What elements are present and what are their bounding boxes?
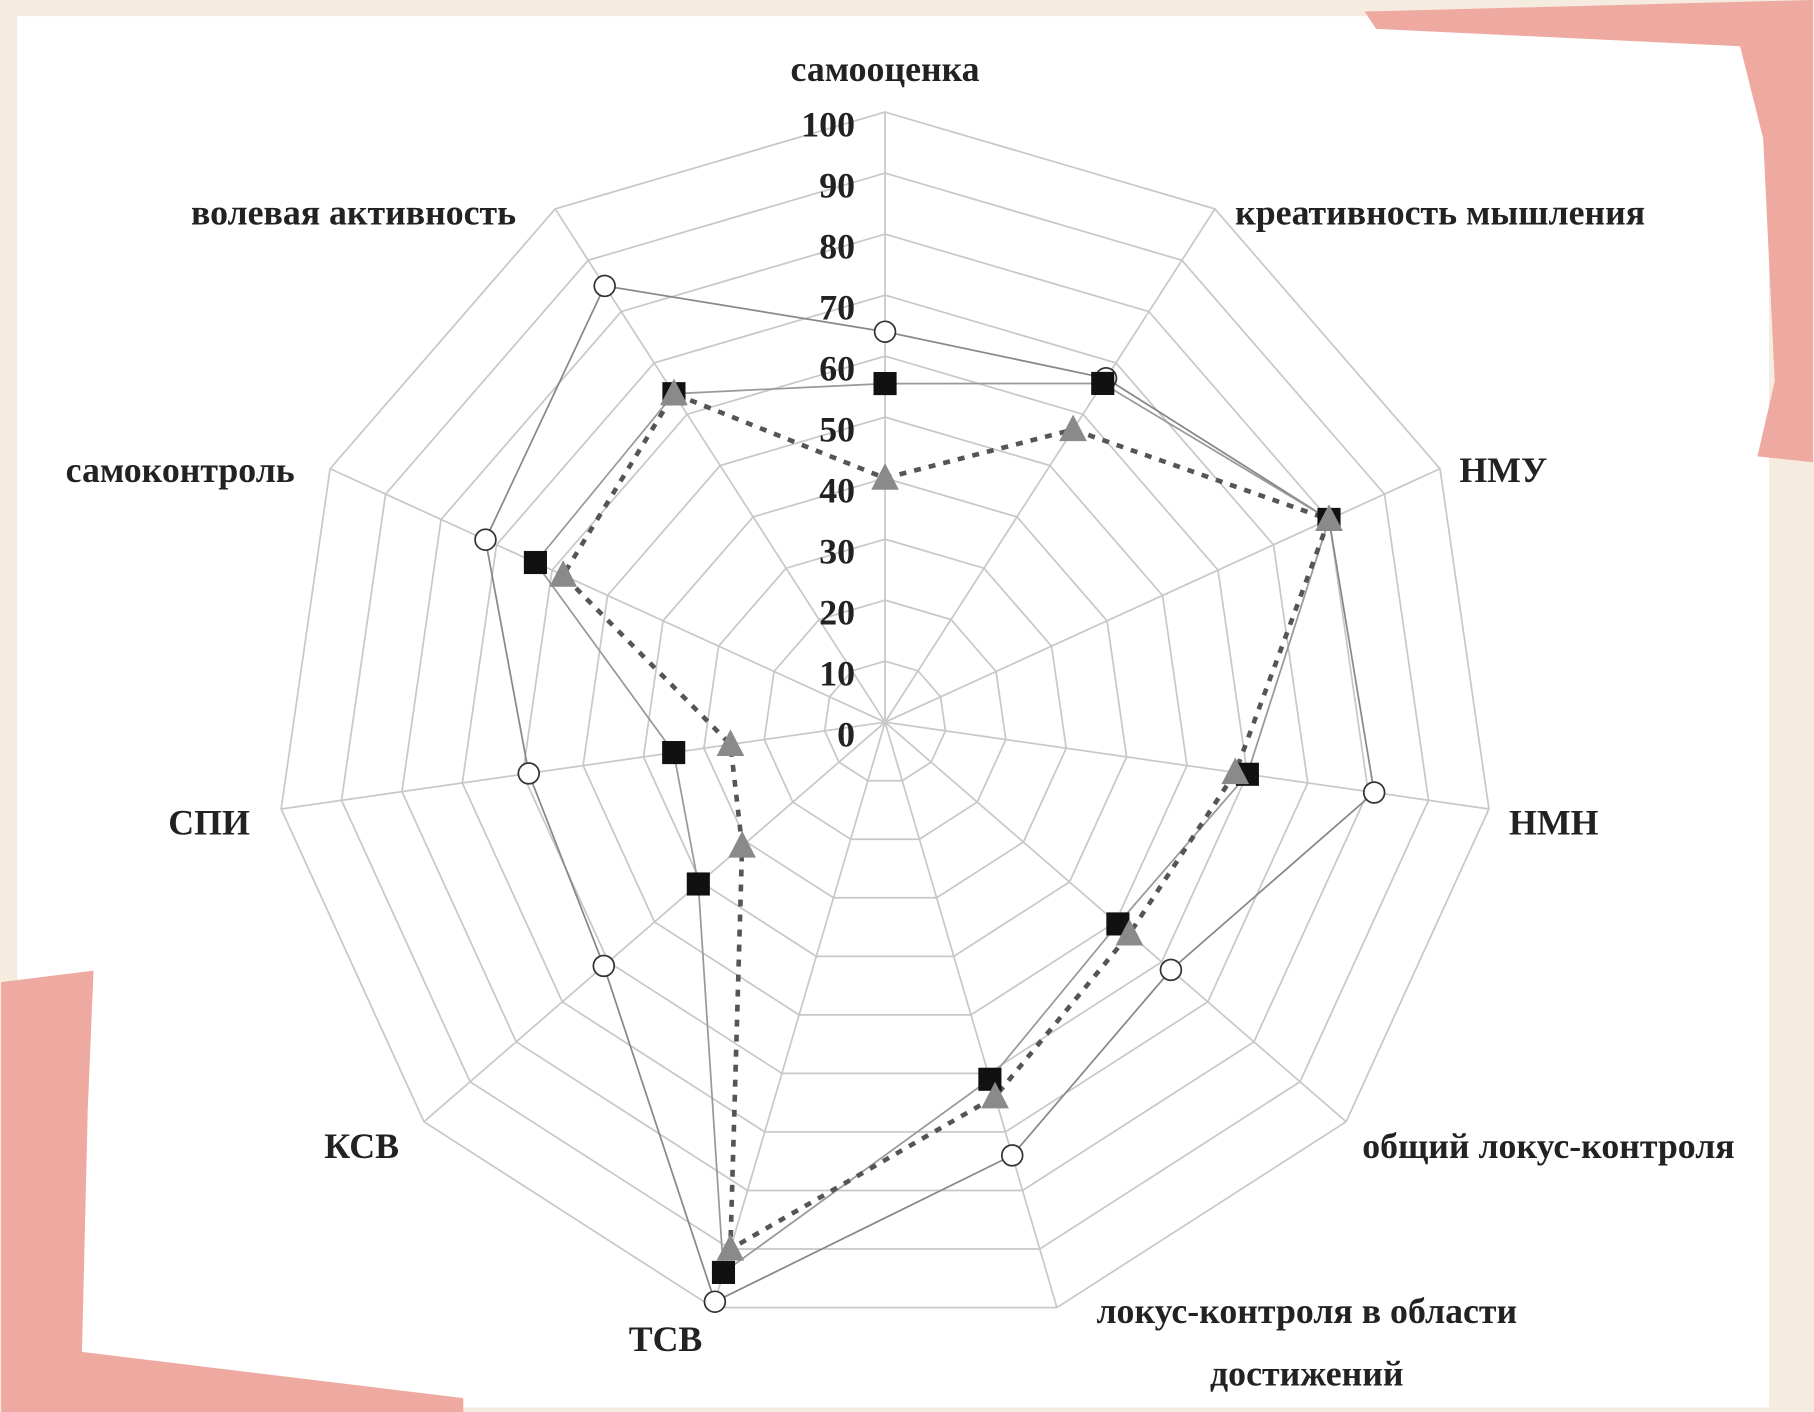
marker [873, 372, 896, 395]
category-label: волевая активность [191, 192, 516, 232]
marker [1161, 959, 1182, 980]
category-label: самоконтроль [66, 450, 295, 490]
tick-label: 70 [819, 288, 855, 328]
category-label: локус-контроля в области достижений [1041, 1280, 1573, 1405]
category-label: КСВ [324, 1126, 399, 1166]
tick-label: 60 [819, 349, 855, 389]
tick-label: 20 [819, 593, 855, 633]
tick-label: 50 [819, 410, 855, 450]
tick-label: 40 [819, 471, 855, 511]
marker [875, 321, 896, 342]
tick-label: 0 [837, 715, 855, 755]
marker [978, 1068, 1001, 1091]
category-label: самооценка [791, 49, 980, 89]
tick-label: 30 [819, 532, 855, 572]
marker [662, 741, 685, 764]
tick-label: 80 [819, 226, 855, 266]
category-label: креативность мышления [1235, 192, 1645, 232]
category-label-box: локус-контроля в области достижений [1041, 1280, 1573, 1407]
category-label: общий локус-контроля [1362, 1126, 1734, 1166]
marker [524, 551, 547, 574]
tick-label: 10 [819, 654, 855, 694]
marker [593, 955, 614, 976]
category-label: ТСВ [629, 1319, 703, 1359]
chart: 0 10 20 30 40 50 60 70 80 90 100 самооценка креативн… [0, 0, 1814, 1412]
marker [1002, 1145, 1023, 1166]
category-label: НМУ [1459, 450, 1547, 490]
category-label: СПИ [168, 802, 250, 842]
marker [1364, 782, 1385, 803]
marker [704, 1291, 725, 1312]
marker [475, 529, 496, 550]
marker [687, 872, 710, 895]
marker [594, 276, 615, 297]
marker [1091, 372, 1114, 395]
tick-label: 90 [819, 165, 855, 205]
tick-label: 100 [801, 104, 855, 144]
category-label: НМН [1509, 802, 1599, 842]
marker [712, 1261, 735, 1284]
marker [518, 763, 539, 784]
